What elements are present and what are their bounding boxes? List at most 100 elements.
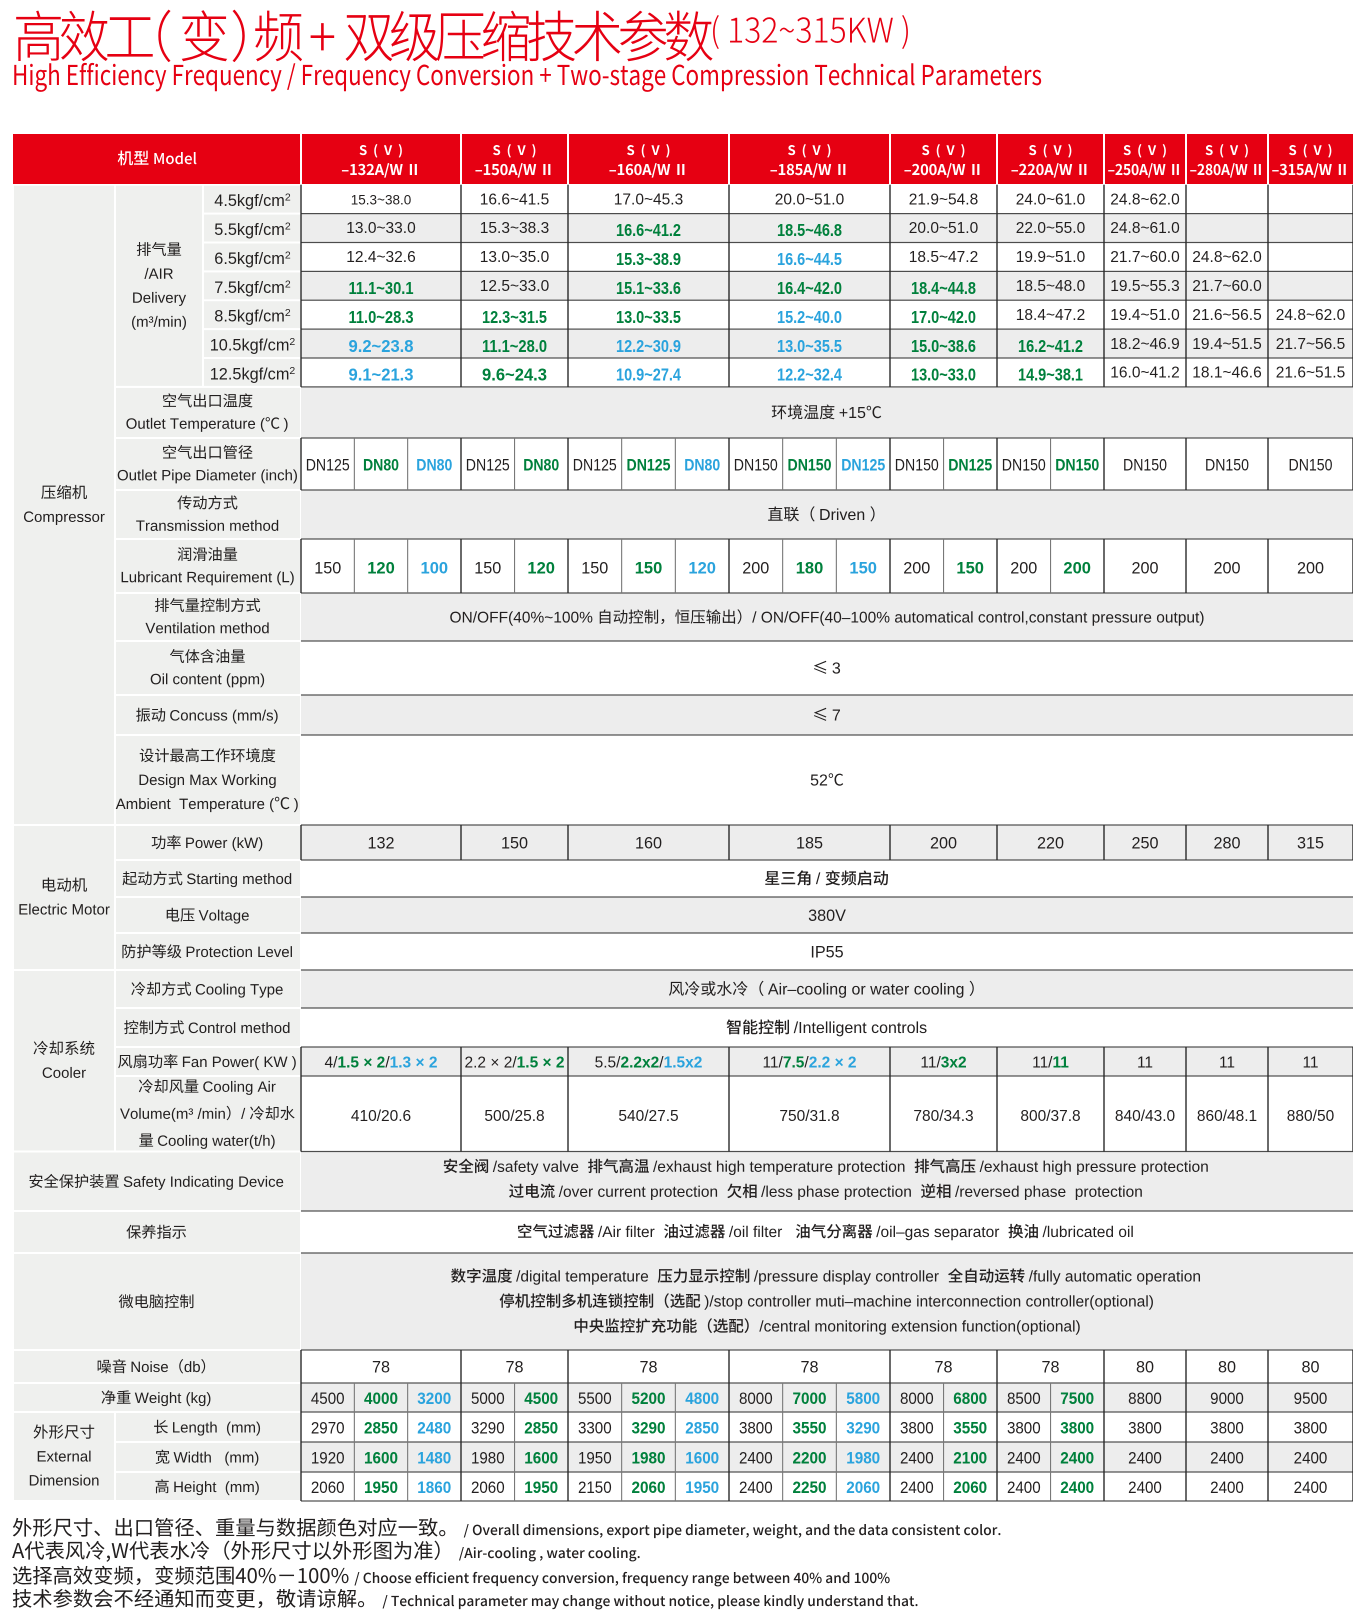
svg-text:19.5~55.3: 19.5~55.3: [1110, 278, 1179, 295]
svg-text:200: 200: [903, 560, 930, 578]
svg-text:DN125: DN125: [841, 457, 885, 475]
svg-text:19.9~51.0: 19.9~51.0: [1016, 249, 1086, 266]
svg-text:9.6~24.3: 9.6~24.3: [482, 365, 547, 385]
svg-text:3800: 3800: [1007, 1419, 1041, 1438]
svg-text:12.5~33.0: 12.5~33.0: [480, 278, 550, 295]
svg-text:1600: 1600: [524, 1449, 558, 1468]
svg-text:150: 150: [581, 560, 608, 578]
svg-text:3290: 3290: [846, 1419, 880, 1438]
svg-text:21.7~60.0: 21.7~60.0: [1192, 278, 1262, 295]
svg-text:11: 11: [1219, 1055, 1235, 1072]
svg-text:DN150: DN150: [1289, 457, 1333, 475]
svg-text:1980: 1980: [471, 1449, 505, 1468]
svg-text:2400: 2400: [1210, 1449, 1244, 1468]
svg-text:4/1.5 × 2/1.3 × 2: 4/1.5 × 2/1.3 × 2: [325, 1055, 438, 1072]
svg-text:8800: 8800: [1128, 1389, 1162, 1408]
svg-text:18.5~47.2: 18.5~47.2: [909, 249, 978, 266]
svg-text:DN150: DN150: [1205, 457, 1249, 475]
svg-text:185: 185: [796, 835, 823, 853]
svg-text:12.5kgf/cm2: 12.5kgf/cm2: [210, 365, 296, 384]
svg-text:200: 200: [1297, 560, 1324, 578]
svg-text:2400: 2400: [1007, 1449, 1041, 1468]
svg-text:21.7~56.5: 21.7~56.5: [1276, 336, 1345, 353]
svg-text:2060: 2060: [846, 1478, 880, 1497]
svg-text:11.1~28.0: 11.1~28.0: [482, 336, 547, 356]
svg-text:840/43.0: 840/43.0: [1115, 1108, 1176, 1125]
svg-text:6.5kgf/cm2: 6.5kgf/cm2: [214, 249, 291, 268]
svg-text:20.0~51.0: 20.0~51.0: [909, 220, 979, 237]
svg-text:10.5kgf/cm2: 10.5kgf/cm2: [210, 336, 296, 355]
svg-text:24.8~61.0: 24.8~61.0: [1110, 220, 1180, 237]
svg-text:11/11: 11/11: [1032, 1055, 1069, 1072]
svg-text:78: 78: [372, 1359, 390, 1377]
svg-text:3800: 3800: [1210, 1419, 1244, 1438]
svg-text:150: 150: [314, 560, 341, 578]
svg-text:150: 150: [474, 560, 501, 578]
svg-text:16.2~41.2: 16.2~41.2: [1018, 336, 1083, 356]
svg-text:2060: 2060: [953, 1478, 987, 1497]
svg-text:2400: 2400: [900, 1478, 934, 1497]
svg-text:24.0~61.0: 24.0~61.0: [1016, 191, 1086, 208]
svg-text:2850: 2850: [364, 1419, 398, 1438]
svg-text:9000: 9000: [1210, 1389, 1244, 1408]
svg-text:DN150: DN150: [895, 457, 939, 475]
svg-text:DN150: DN150: [1123, 457, 1167, 475]
svg-text:18.5~48.0: 18.5~48.0: [1016, 278, 1086, 295]
svg-text:1950: 1950: [364, 1478, 398, 1497]
svg-text:150: 150: [956, 560, 984, 578]
svg-text:3800: 3800: [900, 1419, 934, 1438]
svg-text:500/25.8: 500/25.8: [484, 1108, 544, 1125]
svg-text:4500: 4500: [311, 1389, 345, 1408]
svg-text:15.3~38.9: 15.3~38.9: [616, 249, 681, 269]
svg-text:2400: 2400: [1128, 1478, 1162, 1497]
svg-text:4.5kgf/cm2: 4.5kgf/cm2: [214, 192, 291, 211]
svg-text:410/20.6: 410/20.6: [351, 1108, 411, 1125]
svg-text:15.0~38.6: 15.0~38.6: [911, 336, 976, 356]
svg-text:IP55: IP55: [810, 944, 843, 962]
svg-text:13.0~35.0: 13.0~35.0: [480, 249, 550, 266]
svg-text:DN125: DN125: [573, 457, 617, 475]
svg-text:16.6~41.5: 16.6~41.5: [480, 191, 549, 208]
svg-text:3550: 3550: [953, 1419, 987, 1438]
svg-text:DN150: DN150: [788, 457, 832, 475]
svg-text:9.2~23.8: 9.2~23.8: [349, 336, 414, 356]
svg-text:DN150: DN150: [1002, 457, 1046, 475]
svg-text:15.2~40.0: 15.2~40.0: [777, 307, 842, 327]
svg-text:1950: 1950: [524, 1478, 558, 1497]
svg-text:280: 280: [1213, 835, 1240, 853]
svg-text:8500: 8500: [1007, 1389, 1041, 1408]
svg-text:15.1~33.6: 15.1~33.6: [616, 278, 681, 298]
svg-text:4500: 4500: [524, 1389, 558, 1408]
svg-text:24.8~62.0: 24.8~62.0: [1110, 191, 1180, 208]
svg-text:5.5/2.2x2/1.5x2: 5.5/2.2x2/1.5x2: [595, 1055, 703, 1072]
svg-text:2400: 2400: [1060, 1478, 1094, 1497]
svg-text:11: 11: [1137, 1055, 1153, 1072]
svg-text:16.6~41.2: 16.6~41.2: [616, 220, 681, 240]
svg-text:8000: 8000: [900, 1389, 934, 1408]
svg-text:16.6~44.5: 16.6~44.5: [777, 249, 842, 269]
svg-text:180: 180: [796, 560, 824, 578]
svg-text:11.1~30.1: 11.1~30.1: [349, 278, 414, 298]
svg-text:120: 120: [527, 560, 555, 578]
svg-text:380V: 380V: [808, 907, 846, 925]
svg-text:3290: 3290: [471, 1419, 505, 1438]
svg-text:DN80: DN80: [363, 457, 399, 475]
svg-text:18.2~46.9: 18.2~46.9: [1110, 336, 1179, 353]
svg-text:24.8~62.0: 24.8~62.0: [1192, 249, 1262, 266]
svg-text:6800: 6800: [953, 1389, 987, 1408]
svg-text:540/27.5: 540/27.5: [618, 1108, 678, 1125]
svg-text:78: 78: [1041, 1359, 1059, 1377]
svg-text:200: 200: [1131, 560, 1158, 578]
svg-text:9500: 9500: [1294, 1389, 1328, 1408]
svg-text:3550: 3550: [793, 1419, 827, 1438]
svg-text:8.5kgf/cm2: 8.5kgf/cm2: [214, 307, 291, 326]
svg-text:2.2 × 2/1.5 × 2: 2.2 × 2/1.5 × 2: [465, 1055, 565, 1072]
svg-text:3800: 3800: [1294, 1419, 1328, 1438]
svg-text:120: 120: [688, 560, 716, 578]
svg-text:12.4~32.6: 12.4~32.6: [346, 249, 415, 266]
svg-text:2200: 2200: [793, 1449, 827, 1468]
svg-text:78: 78: [934, 1359, 952, 1377]
svg-text:1600: 1600: [685, 1449, 719, 1468]
svg-text:2850: 2850: [524, 1419, 558, 1438]
svg-text:315: 315: [1297, 835, 1324, 853]
